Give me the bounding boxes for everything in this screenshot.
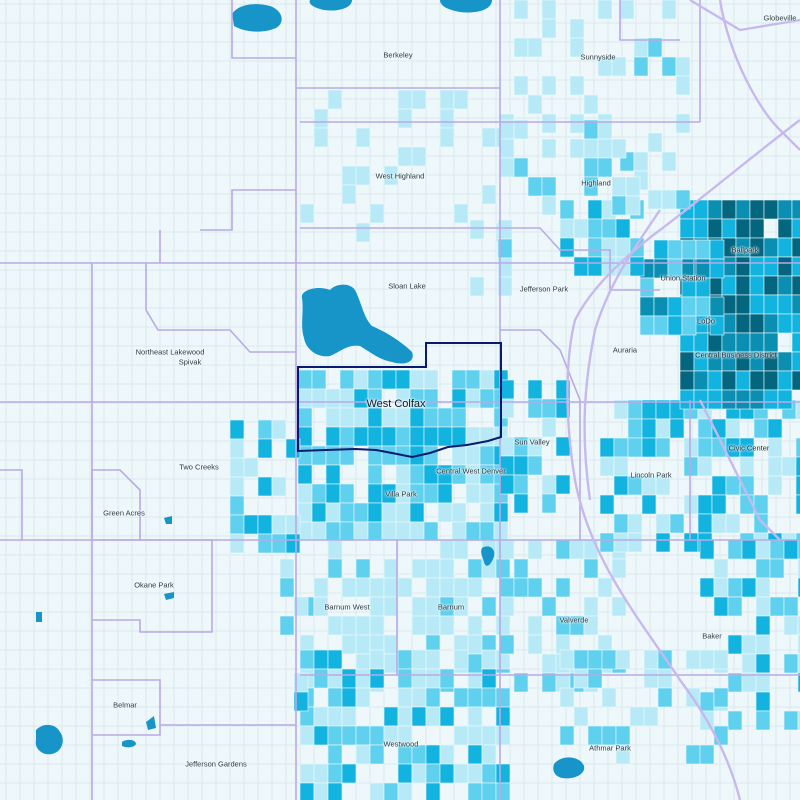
label-globeville: Globeville	[763, 13, 797, 23]
label-belmar: Belmar	[113, 700, 137, 710]
label-central-business-district: Central Business District	[695, 350, 777, 360]
lake-top-left	[232, 4, 282, 32]
label-lincoln-park: Lincoln Park	[630, 470, 672, 480]
pond-okane	[164, 592, 174, 600]
lake-top-right	[440, 0, 492, 13]
density-cells	[229, 0, 800, 800]
highways	[566, 0, 800, 800]
label-barnum: Barnum	[437, 602, 465, 612]
pond-left-edge	[36, 612, 42, 622]
label-union-station: Union Station	[660, 273, 706, 283]
sloan-lake[interactable]	[301, 284, 413, 364]
label-valverde: Valverde	[559, 615, 589, 625]
label-west-highland: West Highland	[375, 171, 425, 181]
lake-top-center	[309, 0, 352, 11]
label-jefferson-park: Jefferson Park	[519, 284, 569, 294]
label-civic-center: Civic Center	[728, 443, 770, 453]
lake-athmar	[553, 757, 585, 779]
label-jefferson-gardens: Jefferson Gardens	[185, 759, 247, 769]
label-baker: Baker	[702, 631, 722, 641]
west-colfax-outline[interactable]	[297, 342, 502, 459]
label-okane-park: Okane Park	[134, 580, 174, 590]
label-berkeley: Berkeley	[383, 50, 413, 60]
label-westwood: Westwood	[383, 739, 419, 749]
water-bodies	[35, 0, 585, 779]
label-barnum-west: Barnum West	[324, 602, 370, 612]
label-spivak: Spivak	[178, 357, 202, 367]
label-athmar-park: Athmar Park	[589, 743, 631, 753]
label-northeast-lakewood: Northeast Lakewood	[135, 347, 205, 357]
label-sloan-lake: Sloan Lake	[388, 281, 426, 291]
pond-green-acres	[164, 516, 172, 524]
label-green-acres: Green Acres	[103, 508, 145, 518]
label-central-west-denver: Central West Denver	[436, 466, 506, 476]
label-two-creeks: Two Creeks	[179, 462, 219, 472]
label-villa-park: Villa Park	[385, 489, 417, 499]
label-west-colfax: West Colfax	[366, 398, 426, 410]
lake-barnum	[481, 546, 495, 566]
pond-belmar-east	[146, 716, 156, 730]
label-sunnyside: Sunnyside	[580, 52, 616, 62]
lake-bottom-small	[122, 739, 136, 748]
label-highland: Highland	[581, 178, 611, 188]
label-ballpark: Ballpark	[731, 245, 759, 255]
label-sun-valley: Sun Valley	[514, 437, 550, 447]
label-auraria: Auraria	[612, 345, 638, 355]
lake-belmar	[35, 724, 63, 755]
label-lodo: LoDo	[697, 316, 715, 326]
